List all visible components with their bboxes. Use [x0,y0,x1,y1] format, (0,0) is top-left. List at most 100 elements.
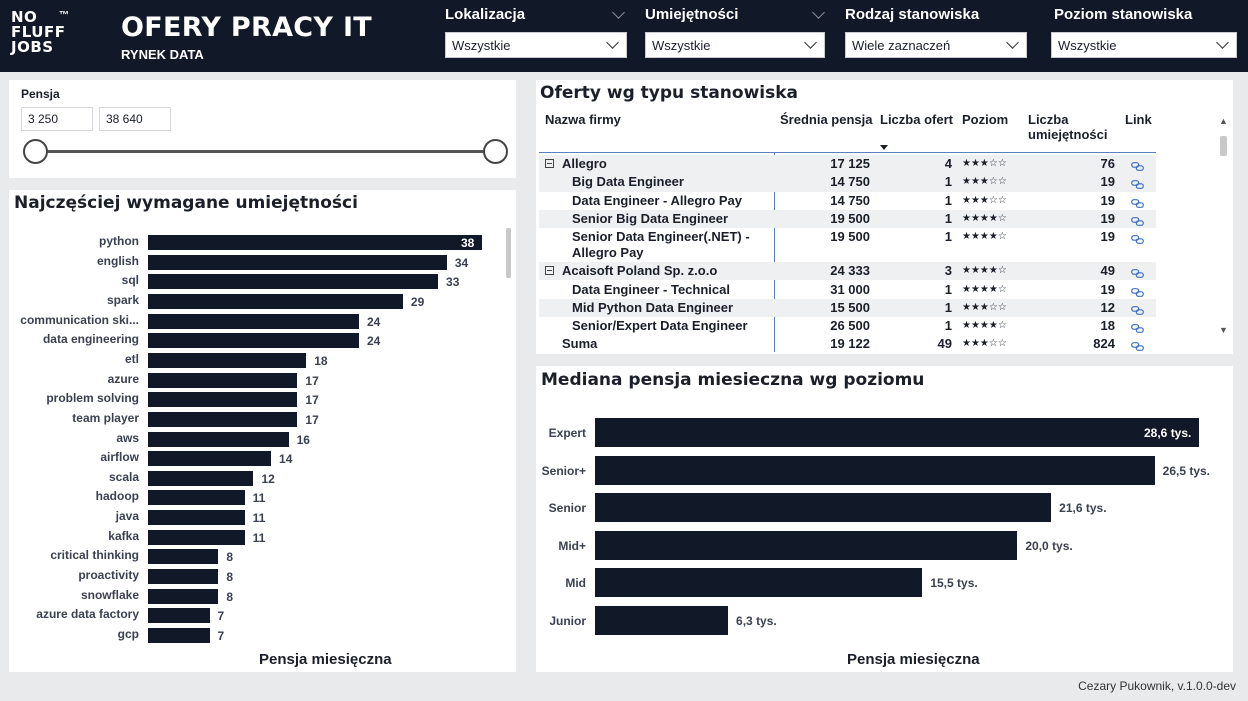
offer-count: 1 [944,318,952,334]
level-stars: ★★★★☆ [962,231,1007,243]
skill-bar[interactable] [148,333,359,349]
link-icon[interactable] [1131,195,1144,208]
skills-chart-title: Najczęściej wymagane umiejętności [14,193,358,213]
skill-bar[interactable] [148,490,245,506]
link-icon[interactable] [1131,176,1144,190]
skill-value-label: 11 [252,491,266,506]
collapse-icon[interactable] [545,266,554,276]
skill-bar[interactable] [148,254,447,270]
skill-bar[interactable] [148,235,482,250]
offer-count: 1 [944,192,952,208]
avg-salary: 24 333 [830,263,870,279]
skill-bar[interactable] [148,392,298,408]
filter-lokalizacja[interactable]: Lokalizacja Wszystkie [445,6,627,58]
link-icon[interactable] [1131,338,1144,352]
top-header: NO FLUFF JOBS ™ OFERY PRACY IT RYNEK DAT… [0,0,1248,72]
col-header-link[interactable]: Link [1125,112,1152,127]
table-vertical-scrollbar[interactable] [1220,136,1227,156]
skill-bar[interactable] [148,293,403,309]
scroll-down-icon[interactable]: ▼ [1219,325,1228,335]
skill-label: hadoop [95,489,139,504]
vertical-scrollbar[interactable] [506,228,511,278]
salary-min-input[interactable]: 3 250 [21,107,93,131]
skills-chart-panel: Najczęściej wymagane umiejętności python… [9,190,516,672]
col-header-poziom[interactable]: Poziom [962,112,1009,127]
skill-bar[interactable] [148,588,219,604]
skill-count: 19 [1100,210,1115,226]
median-bar[interactable] [595,493,1052,522]
table-group-row[interactable] [539,262,1156,281]
skill-bar[interactable] [148,549,219,565]
link-icon[interactable] [1131,213,1144,226]
median-bar[interactable] [595,418,1199,447]
link-icon[interactable] [1131,284,1144,297]
col-header-firma[interactable]: Nazwa firmy [545,112,621,127]
link-icon[interactable] [1131,265,1144,279]
median-value-label: 6,3 tys. [736,613,777,628]
table-row[interactable] [539,298,1156,318]
skill-bar[interactable] [148,510,245,526]
level-stars: ★★★☆☆ [962,301,1007,313]
skill-value-label: 33 [446,275,460,290]
skill-count: 19 [1100,229,1115,245]
filter-dropdown[interactable]: Wszystkie [645,32,825,58]
table-row[interactable] [539,209,1156,229]
skill-bar[interactable] [148,470,254,486]
chevron-down-icon [606,36,619,49]
skill-bar[interactable] [148,628,210,643]
table-row[interactable] [539,173,1156,192]
col-header-liczba-ofert[interactable]: Liczba ofert [880,112,953,127]
median-bar[interactable] [595,455,1155,485]
filter-rodzaj-stanowiska[interactable]: Rodzaj stanowiska Wiele zaznaczeń [845,6,1027,58]
filter-dropdown[interactable]: Wiele zaznaczeń [845,32,1027,58]
level-stars: ★★★☆☆ [962,176,1007,188]
collapse-icon[interactable] [545,159,554,168]
skill-bar[interactable] [148,608,210,624]
skill-bar[interactable] [148,313,359,329]
level-stars: ★★★☆☆ [962,338,1007,350]
company-or-role-name: Data Engineer - Allegro Pay [572,192,743,208]
filter-dropdown[interactable]: Wszystkie [445,32,627,58]
table-group-row[interactable] [539,155,1156,174]
median-bar[interactable] [595,568,923,597]
skill-label: etl [124,351,139,366]
skill-bar[interactable] [148,529,245,545]
filter-label: Rodzaj stanowiska [845,6,980,23]
median-bar[interactable] [595,530,1018,560]
salary-max-input[interactable]: 38 640 [99,107,171,131]
skill-value-label: 24 [366,334,381,349]
link-icon[interactable] [1131,231,1144,245]
slider-max-handle[interactable] [483,139,508,164]
skill-label: spark [106,292,139,307]
scroll-up-icon[interactable]: ▲ [1219,116,1228,126]
offer-count: 49 [937,336,952,352]
col-header-liczba-umiejetnosci[interactable]: Liczba umiejętności [1028,112,1108,142]
avg-salary: 14 750 [830,174,870,190]
link-icon[interactable] [1131,320,1144,333]
skill-value-label: 17 [305,412,319,427]
median-bar[interactable] [595,605,729,635]
skill-bar[interactable] [148,372,298,388]
link-icon[interactable] [1131,158,1144,171]
skill-value-label: 11 [252,530,266,545]
link-icon[interactable] [1131,302,1144,315]
filter-dropdown[interactable]: Wszystkie [1051,32,1237,58]
skill-bar[interactable] [148,431,289,447]
filter-label: Poziom stanowiska [1054,6,1193,23]
avg-salary: 19 500 [830,210,870,226]
skill-bar[interactable] [148,274,439,290]
slider-min-handle[interactable] [23,139,48,164]
skill-bar[interactable] [148,411,298,427]
level-stars: ★★★★☆ [962,283,1007,295]
slider-label: Pensja [21,87,60,101]
skill-bar[interactable] [148,352,307,368]
slider-track[interactable] [35,150,497,153]
skill-bar[interactable] [148,569,219,585]
filter-umiejetnosci[interactable]: Umiejętności Wszystkie [645,6,827,58]
skill-value-label: 24 [366,314,381,329]
col-header-srednia[interactable]: Średnia pensja [780,112,873,127]
skill-bar[interactable] [148,451,272,467]
filter-poziom-stanowiska[interactable]: Poziom stanowiska Wszystkie [1051,6,1237,58]
skill-label: scala [108,469,139,484]
page-subtitle: RYNEK DATA [121,47,204,62]
